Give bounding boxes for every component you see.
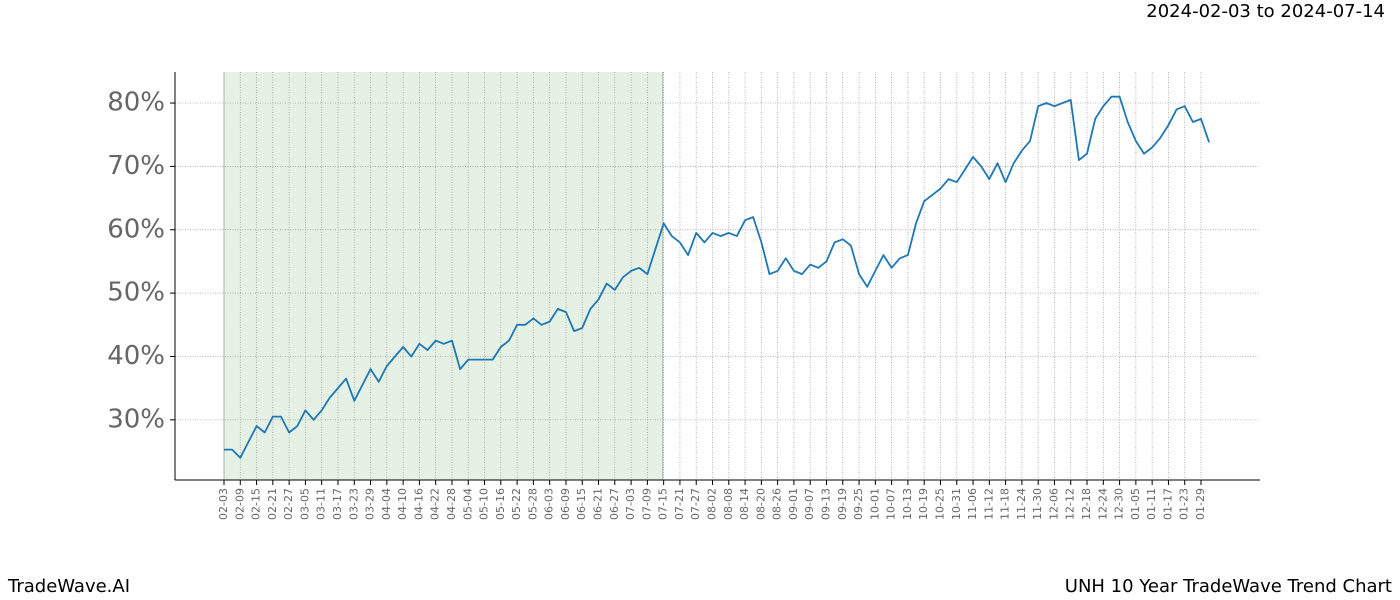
x-tick-label: 03-23 <box>347 488 360 520</box>
x-tick-label: 08-26 <box>771 488 784 520</box>
y-tick-label: 40% <box>107 341 165 371</box>
x-tick-label: 05-04 <box>461 488 474 520</box>
x-tick-label: 11-18 <box>999 488 1012 520</box>
y-tick-label: 50% <box>107 278 165 308</box>
highlight-region <box>224 72 664 480</box>
x-tick-label: 05-10 <box>478 488 491 520</box>
x-tick-label: 12-18 <box>1080 488 1093 520</box>
x-tick-label: 09-13 <box>819 488 832 520</box>
x-tick-label: 06-09 <box>559 488 572 520</box>
x-tick-label: 10-07 <box>885 488 898 520</box>
x-tick-label: 08-20 <box>754 488 767 520</box>
x-tick-label: 09-19 <box>836 488 849 520</box>
x-tick-label: 07-15 <box>657 488 670 520</box>
x-tick-label: 09-01 <box>787 488 800 520</box>
x-tick-label: 01-29 <box>1194 488 1207 520</box>
x-tick-label: 04-10 <box>396 488 409 520</box>
footer-right: UNH 10 Year TradeWave Trend Chart <box>1065 576 1392 597</box>
x-tick-label: 10-01 <box>868 488 881 520</box>
x-tick-label: 01-23 <box>1178 488 1191 520</box>
x-tick-label: 04-16 <box>412 488 425 520</box>
x-tick-label: 10-31 <box>950 488 963 520</box>
y-tick-label: 70% <box>107 151 165 181</box>
x-tick-label: 08-14 <box>738 488 751 520</box>
x-tick-label: 07-09 <box>640 488 653 520</box>
x-tick-label: 11-24 <box>1015 488 1028 520</box>
y-tick-label: 60% <box>107 214 165 244</box>
x-tick-label: 09-07 <box>803 488 816 520</box>
x-tick-label: 04-04 <box>380 488 393 520</box>
x-tick-label: 05-22 <box>510 488 523 520</box>
x-tick-label: 09-25 <box>852 488 865 520</box>
x-tick-label: 07-21 <box>673 488 686 520</box>
x-tick-label: 11-06 <box>966 488 979 520</box>
x-tick-label: 07-03 <box>624 488 637 520</box>
x-tick-label: 01-17 <box>1161 488 1174 520</box>
x-tick-label: 10-19 <box>917 488 930 520</box>
x-tick-label: 05-28 <box>526 488 539 520</box>
x-tick-label: 04-22 <box>429 488 442 520</box>
x-tick-label: 03-17 <box>331 488 344 520</box>
x-tick-label: 03-29 <box>364 488 377 520</box>
x-tick-label: 01-05 <box>1129 488 1142 520</box>
x-tick-label: 06-27 <box>608 488 621 520</box>
x-tick-label: 03-11 <box>315 488 328 520</box>
x-tick-label: 06-03 <box>543 488 556 520</box>
trend-line <box>224 95 1210 459</box>
x-tick-label: 11-30 <box>1031 488 1044 520</box>
y-tick-label: 30% <box>107 404 165 434</box>
x-tick-label: 02-09 <box>233 488 246 520</box>
x-tick-label: 12-24 <box>1096 488 1109 520</box>
x-tick-label: 02-15 <box>250 488 263 520</box>
x-tick-label: 11-12 <box>982 488 995 520</box>
x-tick-label: 04-28 <box>445 488 458 520</box>
x-tick-label: 08-02 <box>706 488 719 520</box>
x-tick-label: 10-25 <box>933 488 946 520</box>
x-tick-label: 07-27 <box>689 488 702 520</box>
y-tick-label: 80% <box>107 88 165 118</box>
x-tick-label: 05-16 <box>494 488 507 520</box>
x-tick-label: 06-15 <box>575 488 588 520</box>
x-tick-label: 01-11 <box>1145 488 1158 520</box>
x-tick-label: 02-21 <box>266 488 279 520</box>
x-tick-label: 10-13 <box>901 488 914 520</box>
x-tick-label: 06-21 <box>592 488 605 520</box>
x-tick-label: 02-03 <box>217 488 230 520</box>
x-tick-label: 08-08 <box>722 488 735 520</box>
x-tick-label: 12-06 <box>1047 488 1060 520</box>
x-tick-label: 12-30 <box>1113 488 1126 520</box>
chart-title: 2024-02-03 to 2024-07-14 <box>1146 1 1385 22</box>
x-tick-label: 02-27 <box>282 488 295 520</box>
x-tick-label: 12-12 <box>1064 488 1077 520</box>
footer-left: TradeWave.AI <box>7 576 130 597</box>
x-tick-label: 03-05 <box>298 488 311 520</box>
